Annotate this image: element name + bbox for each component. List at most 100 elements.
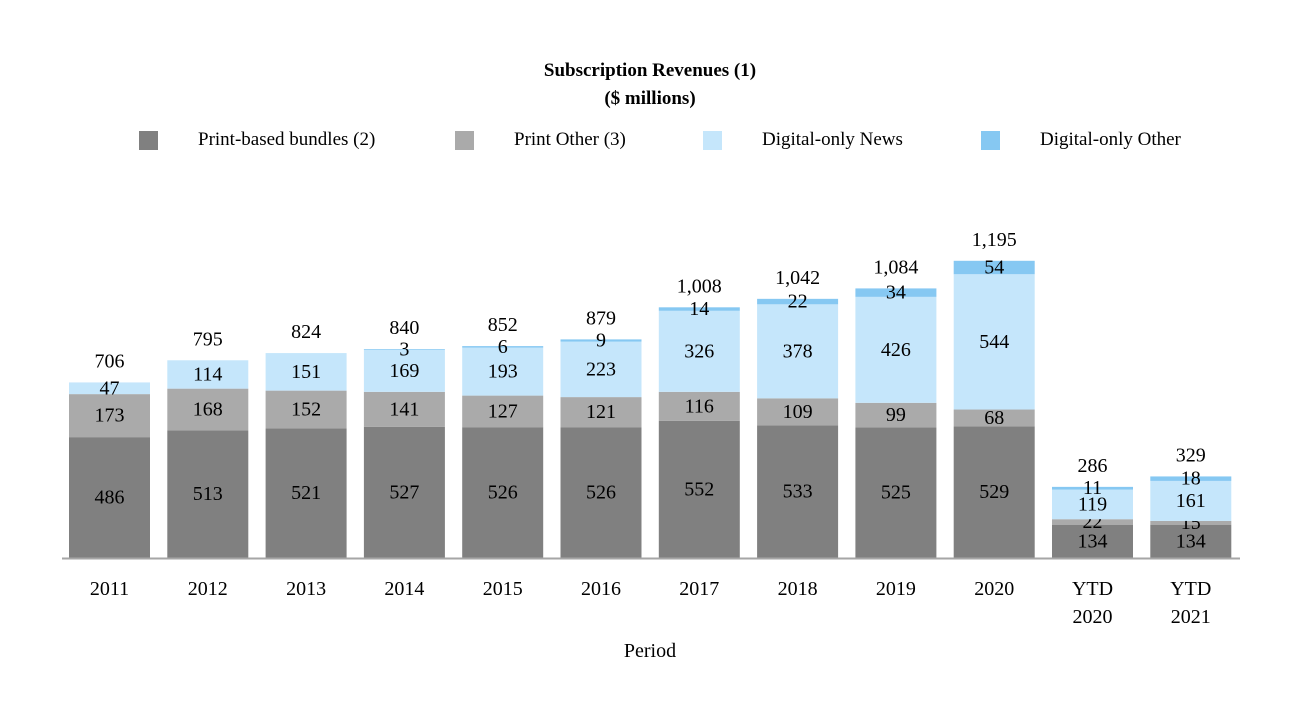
bar-print-bundles-7	[757, 425, 839, 558]
x-tick-label-11-0: YTD	[1170, 578, 1211, 600]
data-label-digital-other-8: 34	[886, 282, 906, 304]
total-label-0: 706	[95, 350, 125, 372]
data-label-digital-news-8: 426	[881, 339, 911, 361]
total-label-9: 1,195	[972, 229, 1017, 251]
legend-label-digital-other: Digital-only Other	[1040, 129, 1181, 150]
data-label-print-other-3: 141	[389, 398, 419, 420]
bar-digital-news-10	[1052, 489, 1133, 520]
bar-print-other-5	[560, 397, 642, 428]
data-label-print-bundles-3: 527	[389, 481, 419, 503]
total-label-8: 1,084	[873, 256, 918, 278]
bar-print-bundles-5	[560, 427, 642, 558]
bar-digital-news-11	[1150, 480, 1232, 521]
data-label-print-bundles-5: 526	[586, 482, 616, 504]
bar-digital-other-3	[363, 349, 445, 350]
legend-item-digital-news: Digital-only News	[703, 128, 903, 152]
data-label-digital-news-11: 161	[1176, 490, 1206, 512]
x-tick-label-11-1: 2021	[1171, 606, 1211, 628]
bar-print-bundles-6	[658, 420, 740, 558]
x-tick-label-7: 2018	[778, 578, 818, 600]
legend-item-print-bundles: Print-based bundles (2)	[139, 128, 375, 152]
data-label-digital-other-10: 11	[1083, 477, 1102, 499]
data-label-digital-news-3: 169	[389, 360, 419, 382]
bar-digital-news-7	[757, 304, 839, 399]
data-label-print-bundles-7: 533	[783, 481, 813, 503]
chart-subtitle: ($ millions)	[604, 88, 696, 109]
legend-item-digital-other: Digital-only Other	[981, 128, 1181, 152]
data-label-print-bundles-11: 134	[1176, 530, 1206, 552]
bar-print-other-2	[265, 390, 347, 429]
data-label-digital-other-11: 18	[1181, 468, 1201, 490]
data-label-digital-news-6: 326	[684, 340, 714, 362]
bar-digital-other-8	[855, 288, 937, 297]
total-label-10: 286	[1078, 455, 1108, 477]
bar-print-other-3	[363, 391, 445, 427]
data-label-print-other-0: 173	[95, 405, 125, 427]
chart-title-block: Subscription Revenues (1) ($ millions)	[0, 57, 1300, 113]
bar-print-other-8	[855, 402, 937, 428]
data-label-print-other-1: 168	[193, 399, 223, 421]
bar-print-bundles-2	[265, 428, 347, 558]
x-tick-label-1: 2012	[188, 578, 228, 600]
bar-print-bundles-3	[363, 426, 445, 558]
data-label-print-other-6: 116	[685, 395, 714, 417]
data-label-digital-news-7: 378	[783, 340, 813, 362]
data-label-digital-other-6: 14	[689, 298, 709, 320]
data-label-digital-news-5: 223	[586, 358, 616, 380]
x-tick-label-2: 2013	[286, 578, 326, 600]
data-label-digital-other-9: 54	[984, 257, 1004, 279]
data-label-digital-other-3: 3	[399, 338, 409, 360]
data-label-digital-news-1: 114	[193, 363, 222, 385]
data-label-print-bundles-4: 526	[488, 482, 518, 504]
data-label-digital-news-9: 544	[979, 331, 1009, 353]
bar-digital-news-6	[658, 310, 740, 392]
data-label-print-other-5: 121	[586, 401, 616, 423]
bar-print-bundles-9	[953, 426, 1035, 558]
bar-digital-news-5	[560, 341, 642, 398]
data-label-print-bundles-10: 134	[1078, 530, 1108, 552]
bar-print-other-1	[167, 388, 249, 431]
data-label-print-other-8: 99	[886, 404, 906, 426]
data-label-digital-news-4: 193	[488, 361, 518, 383]
x-tick-label-6: 2017	[679, 578, 719, 600]
x-tick-label-5: 2016	[581, 578, 621, 600]
bar-print-other-6	[658, 391, 740, 421]
legend-swatch-digital-news	[703, 130, 722, 150]
legend-swatch-print-other	[455, 130, 474, 150]
bar-print-other-9	[953, 409, 1035, 427]
x-tick-label-4: 2015	[483, 578, 523, 600]
total-label-1: 795	[193, 328, 223, 350]
data-label-digital-other-4: 6	[498, 336, 508, 358]
x-tick-label-8: 2019	[876, 578, 916, 600]
x-tick-label-3: 2014	[384, 578, 424, 600]
total-label-5: 879	[586, 307, 616, 329]
bar-print-bundles-0	[69, 437, 150, 558]
x-tick-label-10-1: 2020	[1073, 606, 1113, 628]
legend-swatch-print-bundles	[139, 130, 158, 150]
bar-print-bundles-11	[1150, 524, 1232, 558]
data-label-digital-news-2: 151	[291, 361, 321, 383]
bar-print-other-11	[1150, 520, 1232, 525]
bar-digital-other-10	[1052, 486, 1133, 490]
x-tick-label-10-0: YTD	[1072, 578, 1113, 600]
bar-digital-news-0	[69, 382, 150, 395]
bar-digital-news-8	[855, 296, 937, 403]
bar-digital-other-11	[1150, 476, 1232, 481]
data-label-print-bundles-8: 525	[881, 482, 911, 504]
data-label-digital-news-10: 119	[1078, 493, 1107, 515]
data-label-print-bundles-2: 521	[291, 482, 321, 504]
bar-print-other-4	[462, 395, 544, 428]
data-label-print-other-9: 68	[984, 407, 1004, 429]
bar-digital-news-2	[265, 353, 347, 391]
bar-print-other-0	[69, 394, 150, 438]
legend-label-digital-news: Digital-only News	[762, 129, 903, 150]
data-label-print-bundles-9: 529	[979, 481, 1009, 503]
total-label-3: 840	[389, 317, 419, 339]
legend: Print-based bundles (2) Print Other (3) …	[0, 128, 1300, 152]
x-tick-label-9: 2020	[974, 578, 1014, 600]
x-tick-label-0: 2011	[90, 578, 129, 600]
x-axis-title: Period	[624, 640, 676, 662]
data-label-digital-other-7: 22	[788, 291, 808, 313]
bar-digital-news-4	[462, 347, 544, 396]
data-label-digital-other-5: 9	[596, 330, 606, 352]
